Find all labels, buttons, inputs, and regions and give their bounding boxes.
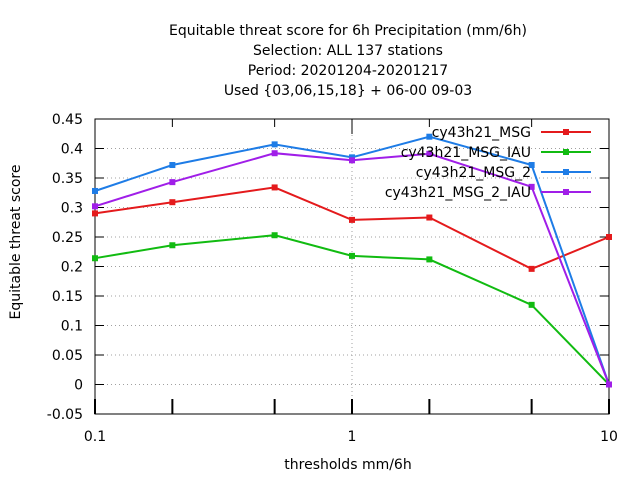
series (92, 133, 612, 388)
legend: cy43h21_MSG cy43h21_MSG_IAU cy43h21_MSG_2c… (385, 125, 591, 201)
data-point (528, 162, 535, 169)
y-tick-label: 0.4 (61, 142, 83, 158)
title-line: Equitable threat score for 6h Precipitat… (169, 23, 527, 39)
data-point (528, 183, 535, 190)
y-tick-label: 0 (74, 378, 83, 394)
data-point (271, 232, 278, 239)
data-point (169, 242, 176, 249)
legend-label: cy43h21_MSG_2 (416, 165, 531, 181)
data-point (528, 265, 535, 272)
legend-marker (563, 189, 569, 195)
legend-label: cy43h21_MSG (432, 125, 531, 141)
data-point (606, 381, 612, 388)
y-tick-label: 0.35 (52, 171, 83, 187)
x-tick-label: 1 (348, 429, 357, 445)
chart-title: Equitable threat score for 6h Precipitat… (169, 23, 527, 99)
y-axis-label: Equitable threat score (8, 165, 24, 320)
y-tick-label: -0.05 (47, 407, 83, 423)
x-tick-label: 0.1 (84, 429, 106, 445)
data-point (349, 252, 355, 259)
data-point (92, 187, 98, 194)
series-cy43h21_MSG_IAU (92, 232, 612, 388)
data-point (426, 150, 433, 157)
data-point (606, 234, 612, 240)
data-point (92, 255, 98, 262)
y-tick-label: 0.15 (52, 289, 83, 305)
data-point (426, 133, 433, 140)
series-cy43h21_MSG_2_IAU (92, 150, 612, 388)
legend-marker (563, 129, 569, 135)
legend-marker (563, 169, 569, 175)
legend-label: cy43h21_MSG_2_IAU (385, 185, 531, 201)
data-point (92, 210, 98, 217)
data-point (169, 179, 176, 186)
data-point (426, 256, 433, 263)
grid (95, 119, 609, 414)
y-tick-label: 0.2 (61, 260, 83, 276)
data-point (349, 216, 355, 223)
title-line: Used {03,06,15,18} + 06-00 09-03 (224, 83, 472, 99)
axis-ticks: -0.05 0 0.05 0.1 0.15 0.2 0.25 0.3 0.35 0.4 0.45 0.… (47, 112, 618, 445)
x-axis-label: thresholds mm/6h (284, 457, 411, 473)
data-point (169, 199, 176, 206)
data-point (271, 141, 278, 148)
data-point (271, 184, 278, 191)
data-point (169, 162, 176, 169)
y-tick-label: 0.3 (61, 201, 83, 217)
title-line: Period: 20201204-20201217 (248, 63, 448, 79)
data-point (426, 214, 433, 221)
data-point (271, 150, 278, 157)
x-tick-label: 10 (600, 429, 618, 445)
series-cy43h21_MSG (92, 184, 612, 272)
data-point (528, 301, 535, 308)
legend-marker (563, 149, 569, 155)
y-tick-label: 0.25 (52, 230, 83, 246)
data-point (349, 157, 355, 164)
title-line: Selection: ALL 137 stations (253, 43, 443, 59)
y-tick-label: 0.1 (61, 319, 83, 335)
legend-label: cy43h21_MSG_IAU (401, 145, 531, 161)
y-tick-label: 0.05 (52, 348, 83, 364)
data-point (92, 203, 98, 210)
y-tick-label: 0.45 (52, 112, 83, 128)
